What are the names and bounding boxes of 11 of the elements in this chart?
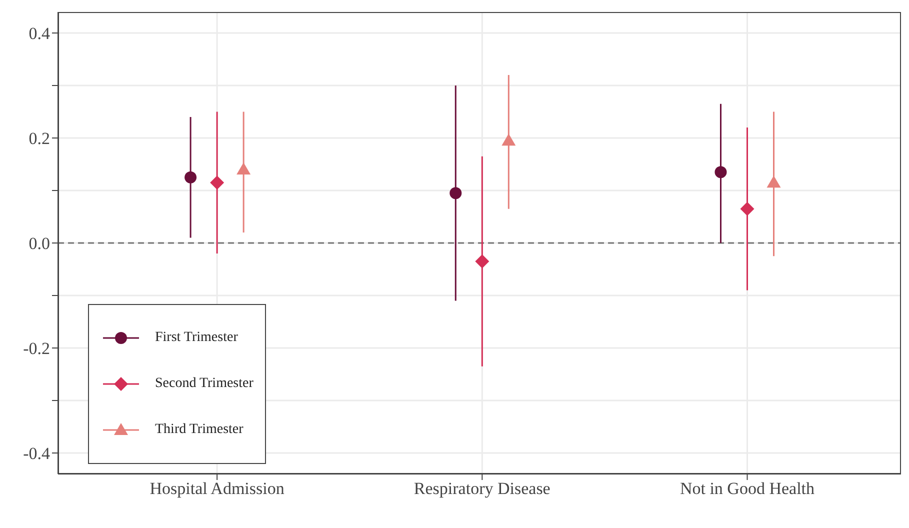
x-tick-label: Not in Good Health (680, 479, 816, 498)
legend-label: First Trimester (155, 330, 238, 346)
y-tick-label: 0.0 (28, 234, 50, 254)
legend-label: Second Trimester (155, 376, 254, 392)
legend-label: Third Trimester (155, 422, 244, 438)
x-tick-label: Respiratory Disease (414, 479, 550, 498)
y-tick-label: -0.4 (23, 444, 50, 464)
y-tick-label: -0.2 (23, 339, 50, 358)
y-tick-label: 0.2 (28, 129, 50, 148)
x-tick-label: Hospital Admission (150, 479, 285, 498)
y-tick-label: 0.4 (28, 24, 50, 44)
